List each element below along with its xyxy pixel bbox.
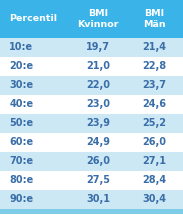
Text: 60:e: 60:e	[9, 137, 33, 147]
Text: 27,1: 27,1	[143, 156, 167, 166]
Text: 30,4: 30,4	[143, 194, 167, 204]
Bar	[0, 95, 183, 114]
Text: 23,0: 23,0	[86, 99, 110, 109]
Text: 28,4: 28,4	[143, 175, 167, 185]
Text: 24,6: 24,6	[143, 99, 167, 109]
Bar	[0, 114, 183, 133]
Bar	[0, 214, 183, 216]
Text: 40:e: 40:e	[9, 99, 33, 109]
Text: 23,7: 23,7	[143, 80, 167, 90]
Text: 80:e: 80:e	[9, 175, 33, 185]
Text: 30,1: 30,1	[86, 194, 110, 204]
Bar	[0, 190, 183, 209]
Bar	[0, 152, 183, 171]
Text: 90:e: 90:e	[9, 194, 33, 204]
Bar	[0, 171, 183, 190]
Text: 23,9: 23,9	[86, 118, 110, 128]
Text: 26,0: 26,0	[143, 137, 167, 147]
Text: 20:e: 20:e	[9, 61, 33, 71]
Bar	[0, 57, 183, 76]
Text: 25,2: 25,2	[143, 118, 167, 128]
Text: 70:e: 70:e	[9, 156, 33, 166]
Text: Percentil: Percentil	[9, 14, 57, 23]
Text: 24,9: 24,9	[86, 137, 110, 147]
Text: 10:e: 10:e	[9, 42, 33, 52]
Text: 27,5: 27,5	[86, 175, 110, 185]
Text: 22,8: 22,8	[143, 61, 167, 71]
Text: BMI
Kvinnor: BMI Kvinnor	[77, 9, 119, 29]
Bar	[0, 76, 183, 95]
Text: 50:e: 50:e	[9, 118, 33, 128]
Text: 30:e: 30:e	[9, 80, 33, 90]
Text: 21,4: 21,4	[143, 42, 167, 52]
Text: 22,0: 22,0	[86, 80, 110, 90]
Bar	[0, 209, 183, 214]
Bar	[0, 133, 183, 152]
Text: 21,0: 21,0	[86, 61, 110, 71]
Text: 19,7: 19,7	[86, 42, 110, 52]
Bar	[0, 0, 183, 38]
Bar	[0, 38, 183, 57]
Text: 26,0: 26,0	[86, 156, 110, 166]
Text: BMI
Män: BMI Män	[143, 9, 166, 29]
